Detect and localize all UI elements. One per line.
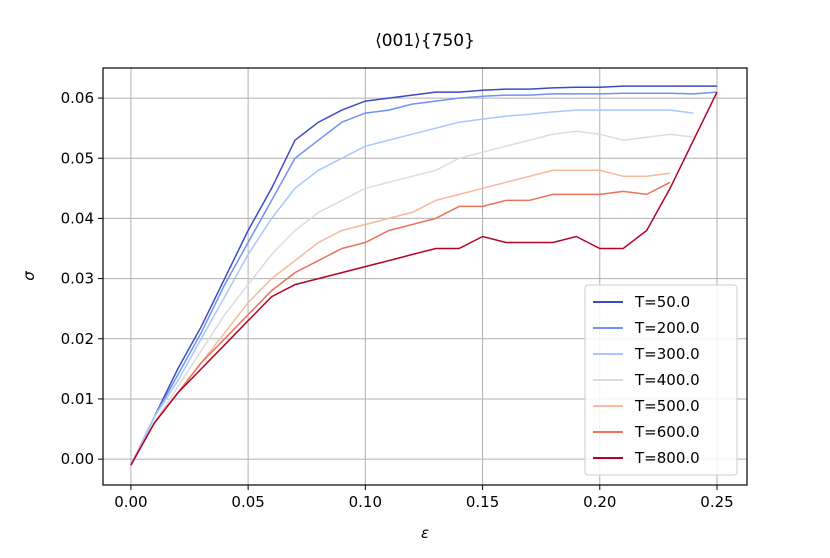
data-line	[130, 85, 717, 466]
legend-label: T=50.0	[634, 293, 690, 311]
y-tick-label: 0.01	[61, 390, 94, 408]
data-line	[130, 181, 671, 466]
y-tick-label: 0.04	[61, 209, 94, 227]
data-line	[130, 91, 718, 466]
legend-label: T=300.0	[634, 345, 700, 363]
x-tick-label: 0.25	[700, 493, 733, 511]
y-axis-label: σ	[20, 271, 38, 281]
y-tick-label: 0.06	[61, 89, 94, 107]
legend-label: T=500.0	[634, 397, 700, 415]
x-tick-label: 0.20	[583, 493, 616, 511]
x-tick-label: 0.00	[114, 493, 147, 511]
x-axis-label: ε	[421, 524, 429, 542]
legend-label: T=800.0	[634, 449, 700, 467]
legend-label: T=200.0	[634, 319, 700, 337]
x-tick-label: 0.15	[466, 493, 499, 511]
x-tick-label: 0.05	[231, 493, 264, 511]
legend-label: T=600.0	[634, 423, 700, 441]
data-line	[130, 109, 694, 466]
y-tick-label: 0.05	[61, 149, 94, 167]
data-line	[130, 169, 671, 466]
plot-frame	[102, 67, 748, 486]
data-line	[130, 91, 718, 466]
data-line	[130, 130, 694, 466]
y-tick-label: 0.03	[61, 270, 94, 288]
chart-title: ⟨001⟩{750}	[375, 31, 475, 51]
x-tick-label: 0.10	[349, 493, 382, 511]
y-tick-label: 0.02	[61, 330, 94, 348]
legend-box	[584, 284, 738, 476]
y-tick-label: 0.00	[61, 450, 94, 468]
legend-label: T=400.0	[634, 371, 700, 389]
